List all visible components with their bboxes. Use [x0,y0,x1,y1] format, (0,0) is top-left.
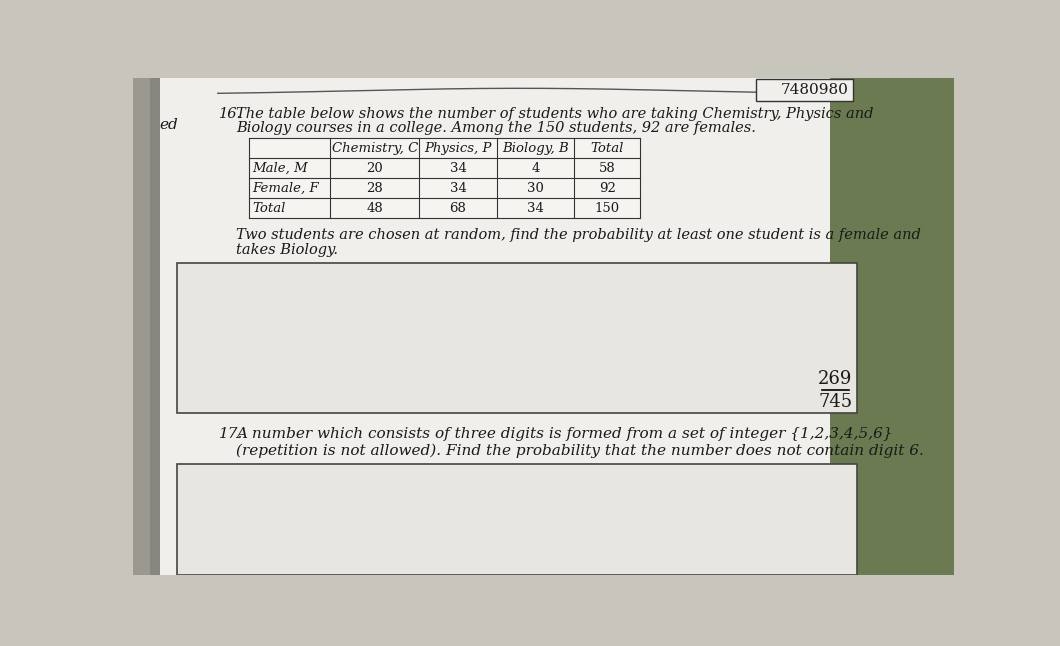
Text: 269: 269 [818,370,852,388]
Bar [156,78,830,575]
Text: 150: 150 [595,202,620,215]
Bar [249,138,640,218]
Text: 34: 34 [449,162,466,175]
Text: 48: 48 [367,202,383,215]
Text: 20: 20 [367,162,383,175]
Text: 68: 68 [449,202,466,215]
Text: 17.: 17. [219,427,244,441]
Text: Male, M: Male, M [252,162,308,175]
Bar [757,79,853,101]
Text: 4: 4 [531,162,540,175]
Text: Total: Total [252,202,286,215]
Text: ed: ed [160,118,178,132]
Text: Female, F: Female, F [252,182,319,195]
Text: A number which consists of three digits is formed from a set of integer {1,2,3,4: A number which consists of three digits … [236,427,893,441]
Text: 16.: 16. [219,107,243,121]
Text: Two students are chosen at random, find the probability at least one student is : Two students are chosen at random, find … [236,227,921,242]
Bar [177,263,858,413]
Text: 58: 58 [599,162,616,175]
Text: 34: 34 [449,182,466,195]
Text: Total: Total [590,142,624,155]
Text: 30: 30 [527,182,544,195]
Text: Biology courses in a college. Among the 150 students, 92 are females.: Biology courses in a college. Among the … [236,121,756,136]
Bar [814,78,954,575]
Text: 92: 92 [599,182,616,195]
Text: 7480980: 7480980 [781,83,849,97]
Text: 28: 28 [367,182,383,195]
Bar [177,464,858,575]
Text: 745: 745 [818,393,852,412]
Text: Biology, B: Biology, B [502,142,569,155]
Bar [132,78,149,575]
Text: takes Biology.: takes Biology. [236,243,338,257]
Text: The table below shows the number of students who are taking Chemistry, Physics a: The table below shows the number of stud… [236,107,873,121]
Text: 34: 34 [527,202,544,215]
Text: (repetition is not allowed). Find the probability that the number does not conta: (repetition is not allowed). Find the pr… [236,444,924,459]
Text: Chemistry, C: Chemistry, C [332,142,418,155]
Text: Physics, P: Physics, P [424,142,492,155]
Bar [149,78,160,575]
